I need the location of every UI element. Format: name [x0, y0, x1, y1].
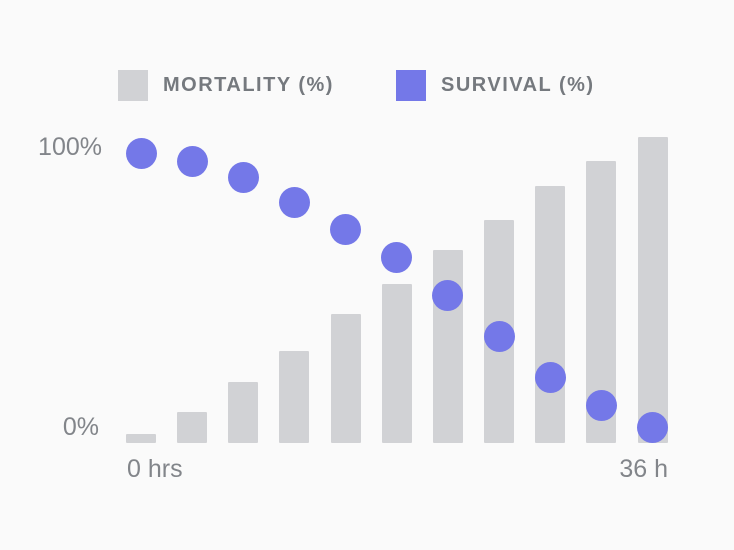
survival-dot	[637, 411, 668, 443]
mortality-bar	[330, 314, 361, 443]
mortality-bar	[535, 185, 566, 443]
survival-dot	[227, 162, 259, 194]
survival-dot	[534, 362, 566, 394]
y-axis-tick-0: 0%	[62, 413, 99, 441]
survival-legend-label: SURVIVAL (%)	[441, 74, 595, 96]
legend-item-mortality: MORTALITY (%)	[118, 70, 334, 101]
survival-dot	[381, 241, 413, 273]
mortality-bar	[381, 283, 412, 443]
mortality-bar	[637, 137, 668, 443]
mortality-bar	[279, 351, 310, 443]
mortality-bar	[228, 381, 259, 443]
x-axis-tick-36h: 36 h	[619, 455, 668, 483]
survival-dot	[125, 137, 157, 169]
mortality-swatch-icon	[118, 70, 148, 101]
x-axis-tick-0hrs: 0 hrs	[127, 455, 183, 483]
y-axis-tick-100: 100%	[38, 133, 102, 161]
legend-item-survival: SURVIVAL (%)	[396, 70, 595, 101]
survival-dot	[278, 186, 310, 218]
mortality-bar	[177, 412, 208, 443]
survival-dot	[330, 214, 362, 246]
survival-dot	[483, 321, 515, 353]
survival-dot	[585, 389, 617, 421]
survival-swatch-icon	[396, 70, 426, 101]
survival-dot	[176, 145, 208, 177]
mortality-bar	[126, 433, 156, 443]
mortality-legend-label: MORTALITY (%)	[163, 74, 334, 96]
survival-dot	[432, 279, 464, 311]
